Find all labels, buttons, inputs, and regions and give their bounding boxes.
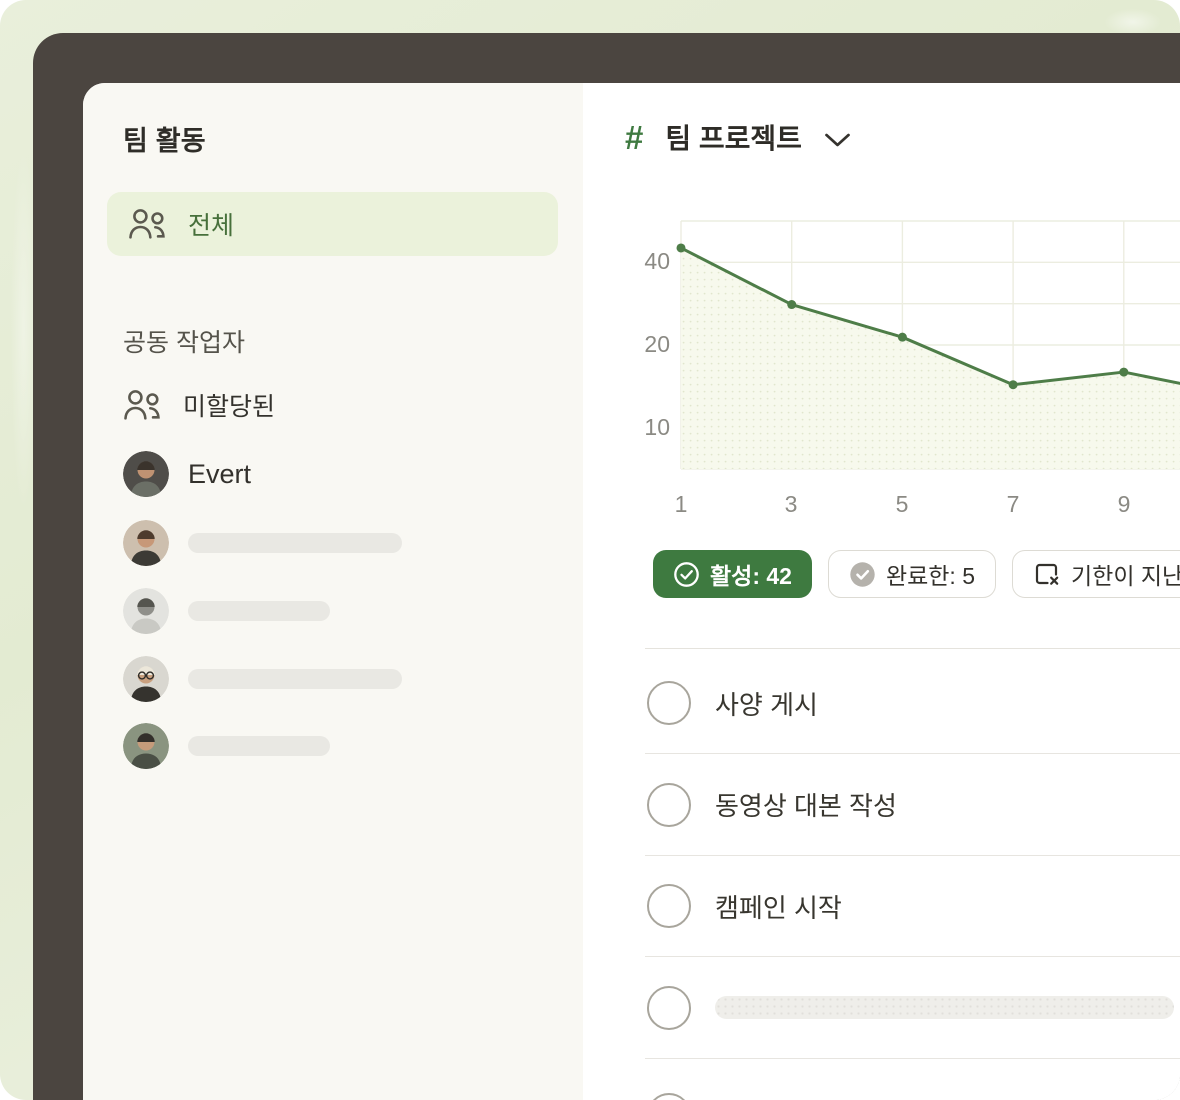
name-skeleton [188, 601, 330, 621]
chart-line [679, 246, 1180, 387]
active-count-label: 활성: 42 [710, 563, 792, 589]
avatar [123, 723, 169, 769]
status-badges: 활성: 42 완료한: 5 기한이 지난: [653, 550, 1180, 598]
name-skeleton [188, 736, 330, 756]
task-row-partial[interactable] [645, 1059, 1180, 1100]
main-panel: # 팀 프로젝트 40 20 [583, 83, 1180, 1100]
completed-count-badge[interactable]: 완료한: 5 [827, 550, 997, 598]
chart-area-fill [681, 247, 1180, 469]
chevron-down-icon[interactable] [824, 132, 851, 148]
activity-line-chart [676, 220, 1180, 470]
sidebar-item-collaborator[interactable] [123, 520, 402, 566]
task-checkbox[interactable] [647, 681, 691, 725]
people-icon [129, 208, 165, 239]
x-tick: 7 [1006, 491, 1020, 517]
task-label: 캠페인 시작 [715, 892, 842, 923]
collaborators-header: 공동 작업자 [123, 329, 245, 357]
task-label: 동영상 대본 작성 [715, 791, 897, 821]
check-circle-filled-icon [850, 561, 875, 587]
x-tick: 9 [1117, 491, 1131, 517]
active-count-badge[interactable]: 활성: 42 [653, 550, 812, 598]
project-title: 팀 프로젝트 [665, 123, 802, 154]
avatar [123, 588, 169, 634]
sidebar-item-all-label: 전체 [188, 212, 235, 240]
sidebar-item-collaborator[interactable]: Evert [123, 451, 251, 497]
name-skeleton [188, 669, 402, 689]
avatar [123, 520, 169, 566]
task-checkbox[interactable] [647, 782, 691, 827]
task-row[interactable]: 캠페인 시작 [645, 856, 1180, 957]
task-row[interactable] [645, 958, 1180, 1059]
hash-icon: # [625, 118, 644, 156]
section-divider [645, 648, 1180, 649]
task-checkbox[interactable] [647, 1093, 691, 1100]
y-tick: 20 [644, 331, 670, 357]
sidebar-item-unassigned[interactable]: 미할당된 [123, 380, 275, 430]
chart-points [676, 243, 1129, 390]
overdue-count-badge[interactable]: 기한이 지난: [1012, 550, 1180, 598]
avatar [123, 451, 169, 497]
sidebar-item-collaborator[interactable] [123, 656, 402, 702]
avatar [123, 656, 169, 702]
calendar-x-icon [1035, 563, 1059, 585]
sidebar-item-all[interactable]: 전체 [107, 192, 558, 256]
check-circle-icon [674, 561, 699, 587]
people-icon [124, 389, 160, 420]
task-label: 사양 게시 [715, 689, 818, 720]
x-tick: 1 [674, 491, 688, 517]
task-label-skeleton [715, 996, 1174, 1019]
task-row[interactable]: 동영상 대본 작성 [645, 755, 1180, 856]
task-checkbox[interactable] [647, 884, 691, 928]
sidebar: 팀 활동 전체 공동 작업자 미할당된 [83, 83, 583, 1100]
task-row[interactable]: 사양 게시 [645, 653, 1180, 754]
x-tick: 3 [784, 491, 798, 517]
y-tick: 10 [644, 414, 670, 440]
sidebar-item-collaborator[interactable] [123, 723, 330, 769]
sidebar-item-collaborator[interactable] [123, 588, 330, 634]
y-tick: 40 [644, 248, 670, 274]
sidebar-title: 팀 활동 [123, 126, 206, 156]
app-window: 팀 활동 전체 공동 작업자 미할당된 [83, 83, 1180, 1100]
sidebar-item-unassigned-label: 미할당된 [183, 393, 276, 421]
x-tick: 5 [895, 491, 909, 517]
name-skeleton [188, 533, 402, 553]
collaborator-name: Evert [188, 458, 252, 489]
task-checkbox[interactable] [647, 985, 691, 1030]
overdue-count-label: 기한이 지난: [1071, 563, 1180, 589]
project-header[interactable]: # 팀 프로젝트 [625, 117, 851, 157]
completed-count-label: 완료한: 5 [885, 563, 976, 589]
